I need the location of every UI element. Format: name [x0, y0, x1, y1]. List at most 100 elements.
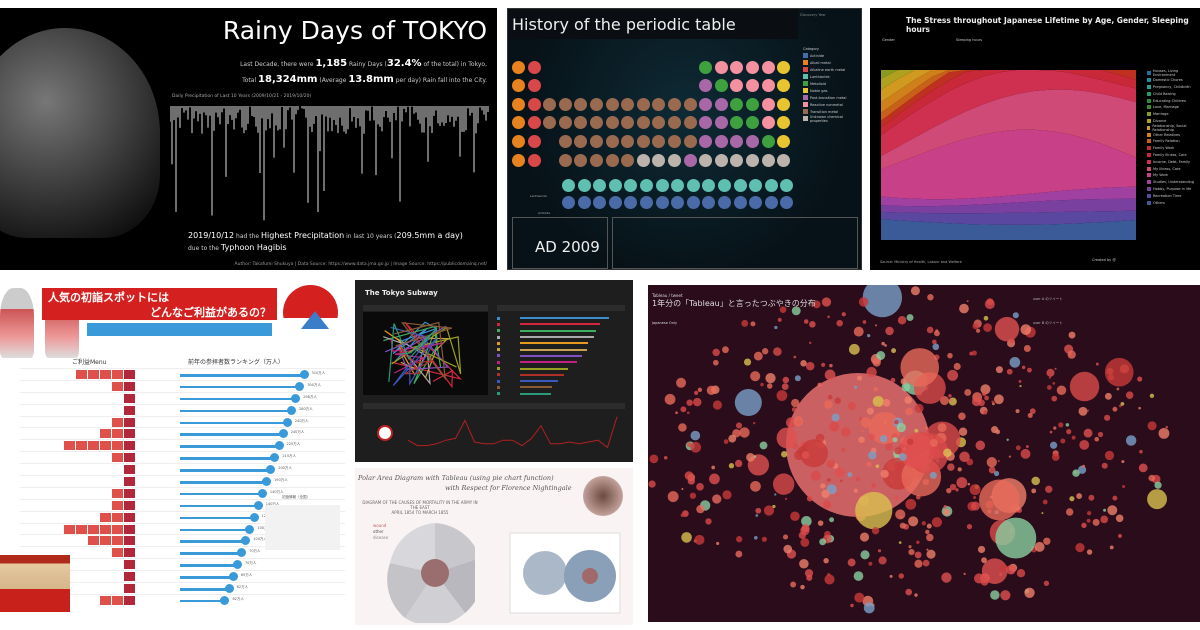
legend-item[interactable]: Noble gas	[803, 87, 861, 94]
element-circle[interactable]	[780, 196, 794, 209]
benefit-tag[interactable]	[124, 524, 135, 534]
element-circle[interactable]	[749, 179, 763, 192]
shrine-visits-dashboard[interactable]: 人気の初詣スポットには どんなご利益があるの？ ご利益Menu 前年の参拝者数ラ…	[0, 280, 350, 630]
element-circle[interactable]	[562, 179, 575, 192]
element-circle[interactable]	[686, 196, 700, 209]
tokyo-subway-dashboard[interactable]: The Tokyo Subway	[355, 280, 633, 462]
benefit-tag[interactable]	[100, 441, 111, 451]
tweet-bubble-chart[interactable]	[648, 285, 1200, 622]
benefit-tag[interactable]	[124, 595, 135, 605]
visitor-dot[interactable]	[274, 441, 284, 451]
element-circle[interactable]	[636, 116, 650, 130]
visitor-dot[interactable]	[224, 584, 234, 594]
legend-item[interactable]: Hobby, Purpose in life	[1147, 186, 1200, 193]
visitor-dot[interactable]	[245, 524, 255, 534]
element-circle[interactable]	[683, 153, 697, 167]
ridership-row[interactable]	[497, 340, 625, 346]
element-circle[interactable]	[777, 116, 791, 130]
element-circle[interactable]	[730, 135, 744, 148]
ridership-row[interactable]	[497, 328, 625, 334]
element-circle[interactable]	[699, 79, 713, 93]
legend-item[interactable]: Divorce	[1147, 118, 1200, 125]
ranking-row[interactable]: 140万人	[20, 498, 345, 511]
benefit-tag[interactable]	[100, 524, 111, 534]
legend-item[interactable]: Studies, Understanding	[1147, 179, 1200, 186]
benefit-tag[interactable]	[88, 536, 99, 546]
element-circle[interactable]	[574, 116, 588, 130]
element-circle[interactable]	[605, 97, 619, 111]
element-circle[interactable]	[764, 179, 778, 192]
element-circle[interactable]	[655, 196, 669, 209]
benefit-tag[interactable]	[112, 548, 123, 558]
element-circle[interactable]	[590, 135, 603, 148]
benefit-tag[interactable]	[112, 453, 123, 463]
benefit-tag[interactable]	[124, 393, 135, 403]
ranking-row[interactable]: 65万人	[20, 570, 345, 582]
ridership-row[interactable]	[497, 346, 625, 352]
legend-item[interactable]: Child Raising	[1147, 90, 1200, 97]
element-circle[interactable]	[608, 179, 622, 192]
rainy-days-dashboard[interactable]: Rainy Days of TOKYO Last Decade, there w…	[0, 8, 497, 270]
ranking-row[interactable]: 240万人	[20, 427, 345, 439]
benefit-tag[interactable]	[124, 465, 135, 475]
gender-filter[interactable]: Gender	[882, 38, 895, 42]
element-circle[interactable]	[512, 135, 525, 148]
benefit-tag[interactable]	[112, 512, 123, 522]
visitor-dot[interactable]	[295, 381, 305, 391]
element-circle[interactable]	[746, 60, 759, 74]
benefit-tag[interactable]	[112, 488, 123, 498]
ranking-row[interactable]: 70万人	[20, 558, 345, 570]
ranking-row[interactable]: 300万人	[20, 379, 345, 392]
ranking-row[interactable]: 280万人	[20, 403, 345, 416]
benefit-tag[interactable]	[64, 524, 75, 534]
benefit-tag[interactable]	[100, 595, 111, 605]
visitor-dot[interactable]	[299, 370, 309, 379]
element-circle[interactable]	[699, 60, 713, 74]
legend-item[interactable]: Metalloid	[803, 80, 861, 87]
legend-item[interactable]: Other Relatives	[1147, 131, 1200, 138]
element-circle[interactable]	[761, 97, 775, 111]
benefit-tag[interactable]	[112, 381, 123, 391]
visitor-dot[interactable]	[266, 465, 276, 475]
element-circle[interactable]	[714, 60, 728, 74]
element-circle[interactable]	[683, 116, 697, 130]
element-circle[interactable]	[512, 79, 525, 93]
benefit-tag[interactable]	[112, 595, 123, 605]
element-circle[interactable]	[605, 153, 619, 167]
benefit-tag[interactable]	[64, 441, 75, 451]
element-circle[interactable]	[733, 196, 747, 209]
element-circle[interactable]	[777, 60, 791, 74]
ridership-row[interactable]	[497, 378, 625, 384]
element-circle[interactable]	[527, 79, 541, 93]
element-circle[interactable]	[730, 79, 744, 93]
element-circle[interactable]	[527, 135, 541, 148]
element-circle[interactable]	[668, 153, 681, 167]
benefit-tag[interactable]	[88, 370, 99, 379]
benefit-tag[interactable]	[124, 548, 135, 558]
element-circle[interactable]	[527, 153, 541, 167]
element-circle[interactable]	[512, 153, 525, 167]
benefit-tag[interactable]	[112, 524, 123, 534]
element-circle[interactable]	[761, 135, 775, 148]
visitor-dot[interactable]	[287, 405, 297, 415]
benefit-tag[interactable]	[124, 584, 135, 594]
visitor-dot[interactable]	[232, 560, 242, 570]
stress-stream-chart[interactable]	[881, 70, 1136, 240]
legend-item[interactable]: Transition metal	[803, 108, 861, 115]
element-circle[interactable]	[636, 135, 650, 148]
benefit-tag[interactable]	[124, 512, 135, 522]
ranking-row[interactable]: 70万人	[20, 546, 345, 558]
element-circle[interactable]	[714, 79, 728, 93]
element-circle[interactable]	[668, 135, 681, 148]
element-circle[interactable]	[636, 97, 650, 111]
element-circle[interactable]	[746, 135, 759, 148]
benefit-tag[interactable]	[124, 429, 135, 439]
visitor-dot[interactable]	[253, 500, 263, 510]
legend-item[interactable]: Marriage	[1147, 111, 1200, 118]
ranking-row[interactable]: 240万人	[20, 415, 345, 428]
benefit-tag[interactable]	[100, 429, 111, 439]
legend-item[interactable]: Alkaline earth metal	[803, 66, 861, 73]
element-circle[interactable]	[558, 116, 572, 130]
ridership-row[interactable]	[497, 384, 625, 390]
element-circle[interactable]	[671, 196, 685, 209]
